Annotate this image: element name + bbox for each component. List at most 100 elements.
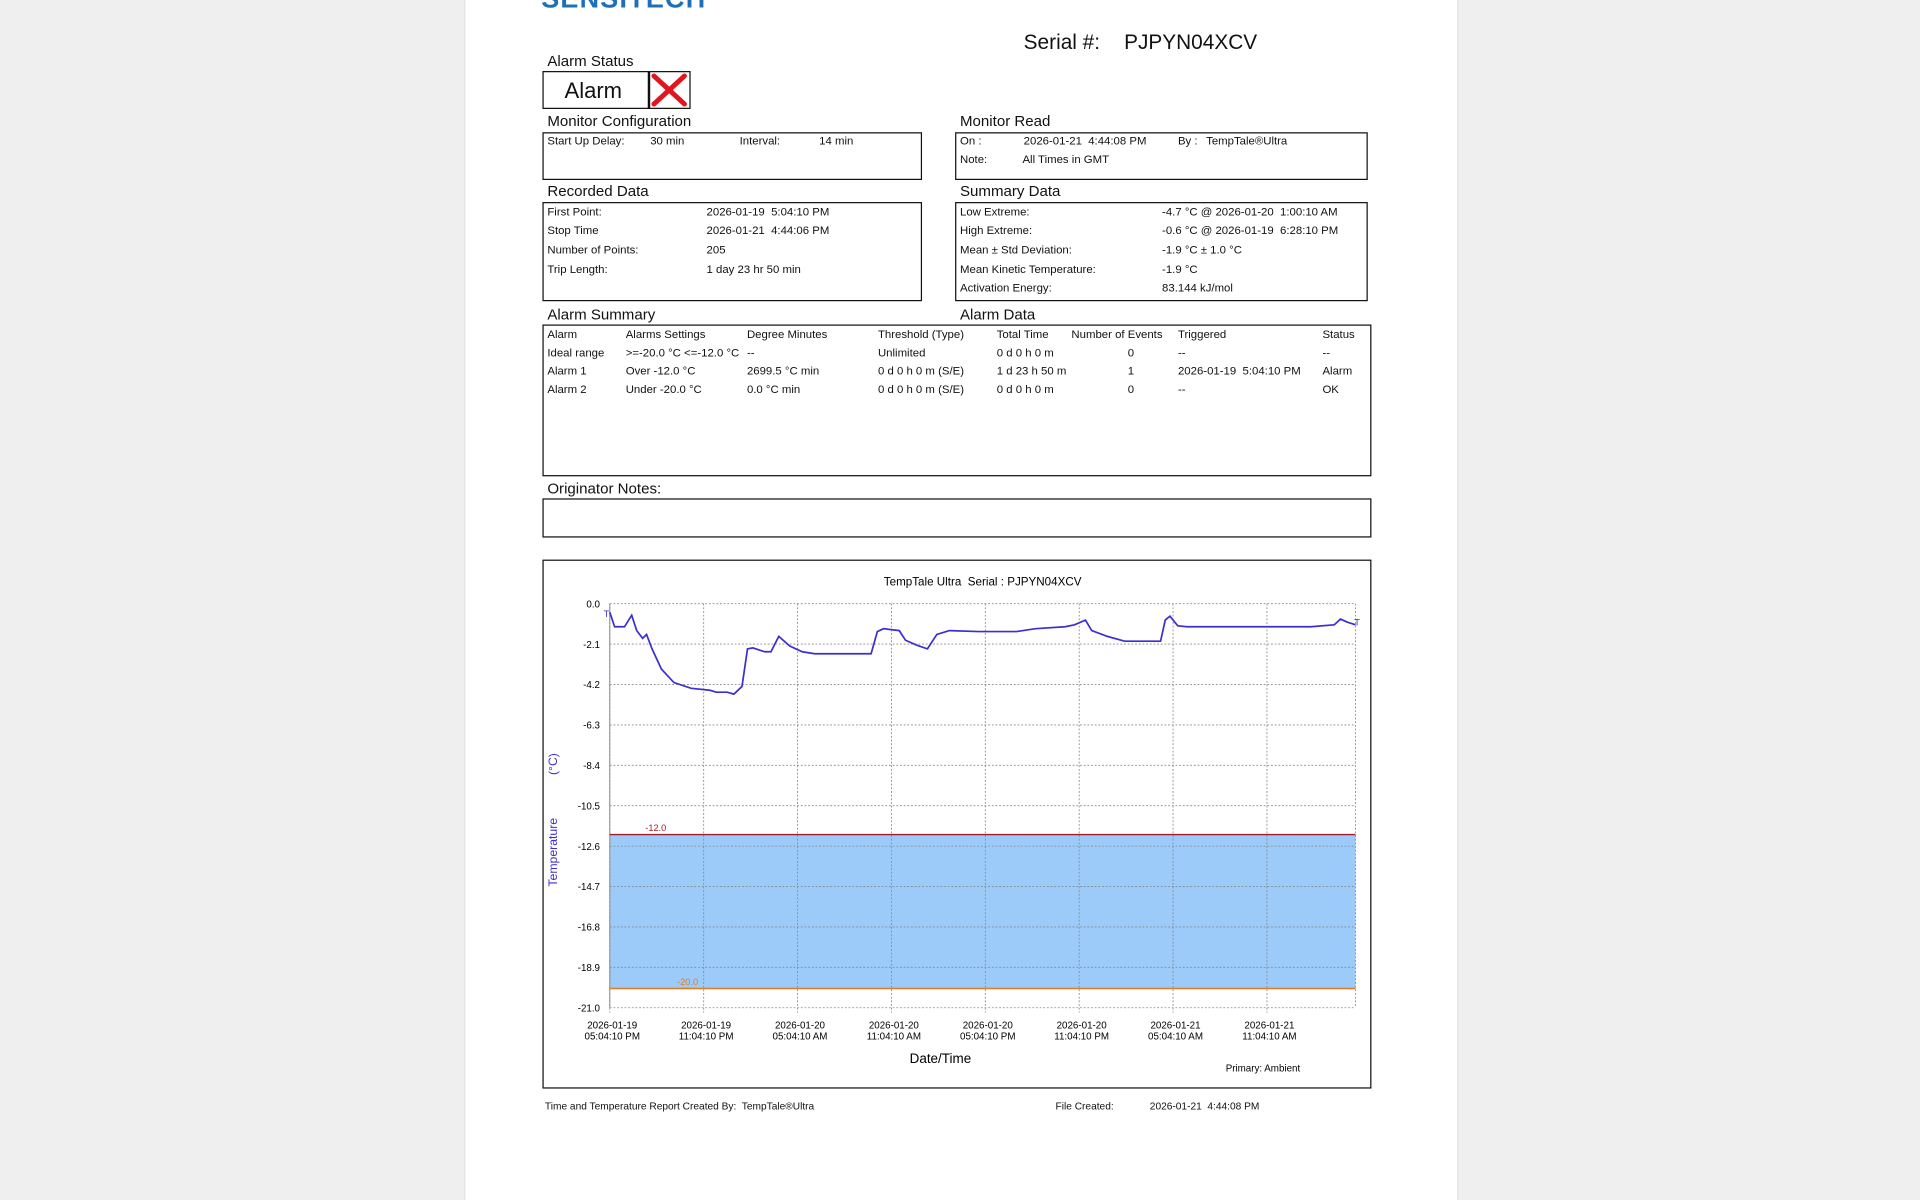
x-tick-label: 05:04:10 AM (1148, 1032, 1203, 1043)
field-value: All Times in GMT (1022, 153, 1110, 166)
y-tick-label: -21.0 (578, 1003, 601, 1014)
table-cell: 0.0 °C min (746, 383, 801, 396)
section-title: Alarm Summary (547, 306, 656, 324)
table-cell: OK (1322, 383, 1339, 396)
serial-label: Serial #: (1023, 30, 1101, 54)
section-box (542, 202, 923, 302)
field-label: Stop Time (547, 224, 599, 237)
field-label: Interval: (739, 134, 781, 147)
x-tick-label: 2026-01-21 (1150, 1021, 1200, 1032)
field-value: -1.9 °C (1162, 263, 1198, 276)
field-label: Low Extreme: (960, 205, 1030, 218)
alarm-icon (651, 73, 687, 107)
table-cell: 0 d 0 h 0 m (S/E) (877, 383, 965, 396)
field-value: TempTale®Ultra (1206, 134, 1288, 147)
field-label: By : (1177, 134, 1198, 147)
table-cell: -- (1322, 346, 1331, 359)
threshold-band (609, 834, 1356, 989)
table-cell: 1 (1127, 364, 1135, 378)
chart-title: TempTale Ultra Serial : PJPYN04XCV (884, 575, 1082, 588)
field-label: Mean ± Std Deviation: (960, 243, 1072, 256)
y-tick-label: -12.6 (578, 842, 601, 853)
x-tick-label: 11:04:10 PM (679, 1032, 734, 1043)
data-line (608, 612, 1356, 696)
footer-created-by: Time and Temperature Report Created By: … (544, 1099, 815, 1112)
y-tick-label: -18.9 (578, 963, 600, 974)
table-cell: -- (1177, 346, 1186, 359)
section-title: Summary Data (960, 182, 1061, 200)
threshold-label: -20.0 (677, 977, 698, 987)
field-label: Start Up Delay: (547, 134, 625, 147)
x-tick-label: 2026-01-21 (1244, 1021, 1294, 1032)
field-label: Activation Energy: (960, 281, 1052, 294)
alarm-status-value: Alarm (564, 78, 623, 103)
x-tick-label: 2026-01-19 (681, 1021, 731, 1032)
x-tick-label: 05:04:10 PM (960, 1032, 1015, 1043)
legend-entry: Primary: Ambient (1226, 1063, 1301, 1074)
divider (647, 71, 650, 109)
table-cell: 2699.5 °C min (746, 364, 820, 378)
field-value: 14 min (819, 134, 854, 147)
alarm-status-box (542, 71, 691, 109)
x-tick-label: 11:04:10 AM (867, 1032, 921, 1043)
table-cell: Alarm (1322, 364, 1353, 378)
table-header: Degree Minutes (746, 328, 828, 341)
y-tick-label: -2.1 (583, 640, 600, 651)
field-label: High Extreme: (960, 224, 1033, 237)
field-value: 1 day 23 hr 50 min (706, 263, 801, 276)
table-cell: 0 d 0 h 0 m (996, 346, 1054, 359)
x-tick-label: 2026-01-20 (869, 1021, 920, 1032)
threshold-label: -12.0 (645, 823, 666, 833)
y-tick-label: 0.0 (586, 599, 600, 610)
footer-label: File Created: (1055, 1099, 1114, 1112)
x-tick-label: 2026-01-20 (775, 1021, 826, 1032)
field-label: Trip Length: (547, 263, 608, 276)
field-label: Mean Kinetic Temperature: (960, 263, 1096, 276)
field-label: Note: (960, 153, 988, 166)
section-title: Alarm Data (960, 306, 1036, 324)
x-tick-label: 2026-01-19 (587, 1021, 637, 1032)
section-box (955, 202, 1368, 302)
table-cell: Unlimited (877, 346, 926, 359)
field-value: -4.7 °C @ 2026-01-20 1:00:10 AM (1162, 205, 1338, 218)
table-header: Number of Events (1071, 328, 1163, 341)
field-value: -1.9 °C ± 1.0 °C (1162, 243, 1242, 256)
y-axis-unit: (°C) (546, 753, 560, 775)
field-value: 2026-01-21 4:44:08 PM (1023, 134, 1147, 147)
y-axis-label: Temperature (546, 818, 560, 887)
table-cell: Alarm 2 (547, 383, 587, 396)
field-value: 2026-01-19 5:04:10 PM (706, 205, 830, 218)
section-box (955, 132, 1368, 180)
field-value: 2026-01-21 4:44:06 PM (706, 224, 830, 237)
serial-value: PJPYN04XCV (1124, 30, 1258, 54)
table-cell: -- (746, 346, 755, 359)
table-cell: -- (1177, 383, 1186, 396)
section-title: Monitor Configuration (547, 112, 692, 130)
table-cell: 0 d 0 h 0 m (S/E) (877, 364, 965, 378)
start-marker: T (604, 609, 610, 619)
table-cell: Ideal range (547, 346, 605, 359)
footer-value: 2026-01-21 4:44:08 PM (1149, 1099, 1260, 1112)
y-tick-label: -16.8 (578, 923, 601, 934)
field-label: On : (960, 134, 982, 147)
notes-box (542, 498, 1372, 538)
table-cell: Under -20.0 °C (625, 383, 702, 396)
table-cell: 0 (1127, 346, 1135, 359)
alarm-status-title: Alarm Status (547, 52, 634, 70)
x-tick-label: 2026-01-20 (1057, 1021, 1108, 1032)
field-label: Number of Points: (547, 243, 639, 256)
table-header: Alarms Settings (625, 328, 706, 341)
section-box (542, 132, 923, 180)
y-tick-label: -14.7 (578, 882, 600, 893)
table-cell: 2026-01-19 5:04:10 PM (1177, 364, 1301, 378)
x-axis-label: Date/Time (910, 1051, 972, 1066)
field-label: First Point: (547, 205, 602, 218)
table-header: Status (1322, 328, 1355, 341)
y-tick-label: -10.5 (578, 801, 601, 812)
x-tick-label: 11:04:10 PM (1054, 1032, 1109, 1043)
x-tick-label: 2026-01-20 (963, 1021, 1014, 1032)
table-cell: Alarm 1 (547, 364, 587, 378)
